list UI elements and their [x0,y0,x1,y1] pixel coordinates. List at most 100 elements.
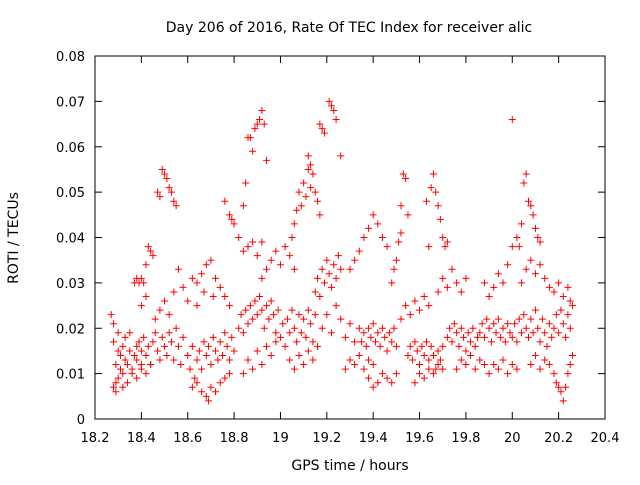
data-point [518,279,526,287]
data-point [174,342,182,350]
data-point [193,379,201,387]
data-point [165,184,173,192]
data-point [425,356,433,364]
data-point [235,234,243,241]
data-point [225,302,233,310]
data-point [321,129,328,137]
data-point [281,243,289,251]
data-point [531,270,539,278]
data-point [258,306,266,314]
data-point [290,265,298,273]
data-point [490,283,498,291]
data-point [499,279,507,287]
data-point [133,342,141,350]
data-point [237,311,245,319]
data-point [531,306,539,314]
data-point [404,211,412,219]
data-point [311,311,319,319]
data-point [260,120,268,128]
data-point [536,365,544,373]
data-point [228,333,236,341]
data-point [290,365,298,373]
data-point [253,252,261,260]
data-point [265,315,273,323]
data-point [346,265,354,273]
data-point [453,279,461,287]
data-point [337,315,345,323]
data-point [453,365,461,373]
data-point [420,374,428,382]
data-point [251,125,259,133]
data-point [228,215,236,223]
data-point [304,306,312,314]
data-point [457,356,465,364]
data-point [365,224,373,232]
data-point [494,270,502,278]
y-tick-label: 0.06 [56,141,85,156]
data-point [314,274,322,282]
data-point [406,311,414,319]
y-tick-label: 0.02 [56,322,85,337]
data-point [311,188,319,196]
data-point [161,342,169,350]
data-point [480,333,488,341]
data-point [564,311,572,319]
data-point [541,356,549,364]
data-point [513,338,521,346]
data-point [212,347,220,355]
data-point [133,356,141,364]
data-point [464,329,472,337]
data-point [448,338,456,346]
data-point [112,388,120,396]
data-point [221,292,229,300]
y-tick-label: 0.01 [56,368,85,383]
data-point [365,324,373,332]
data-point [402,175,410,183]
data-point [216,283,224,291]
x-tick-label: 19 [272,431,289,446]
data-point [409,356,417,364]
data-point [207,256,215,264]
data-point [564,283,572,291]
data-point [239,329,247,337]
data-point [520,311,528,319]
data-point [378,234,386,241]
data-point [151,315,159,323]
data-point [369,320,377,328]
data-point [149,252,157,260]
data-point [369,361,377,369]
data-point [555,279,563,287]
data-point [316,292,324,300]
data-point [161,297,169,305]
data-point [332,302,340,310]
data-point [186,365,194,373]
data-point [179,283,187,291]
data-point [140,333,148,341]
data-point [423,338,430,346]
data-point [383,374,391,382]
data-point [541,274,549,282]
data-point [225,356,233,364]
data-point [154,188,162,196]
y-tick-label: 0.04 [56,232,85,247]
data-point [545,361,553,369]
data-point [137,302,145,310]
data-point [416,306,424,314]
y-axis: 0 0.01 0.02 0.03 0.04 0.05 0.06 0.07 0.08 [56,50,605,428]
data-point [165,311,173,319]
data-point [144,342,152,350]
data-point [330,106,338,114]
data-point [397,202,405,210]
data-point [149,338,157,346]
data-point [200,338,208,346]
data-point [114,329,122,337]
data-point [450,320,458,328]
data-point [492,329,500,337]
data-point [172,324,180,332]
data-point [307,320,315,328]
data-point [302,193,310,201]
chart-title: Day 206 of 2016, Rate Of TEC Index for r… [166,20,532,36]
data-point [225,370,233,378]
